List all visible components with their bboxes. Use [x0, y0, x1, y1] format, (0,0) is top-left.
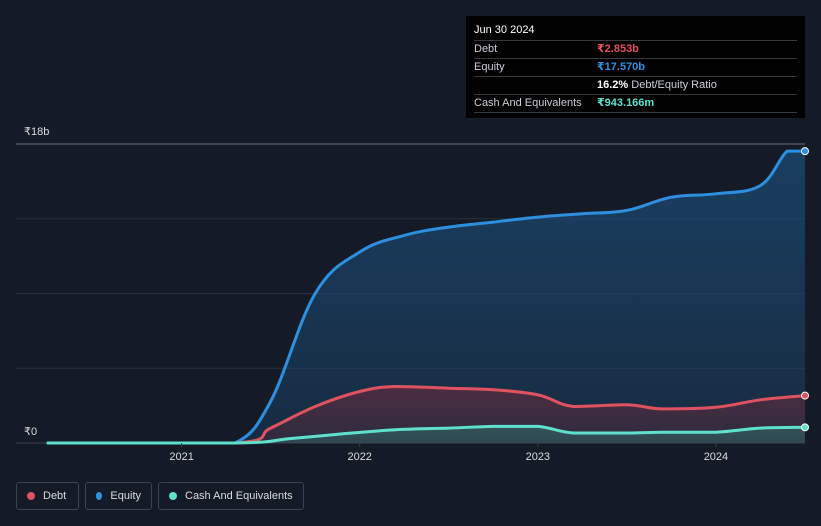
x-tick-label: 2021	[169, 451, 193, 463]
cash-and-equivalents-area	[48, 426, 805, 443]
debt-area	[48, 386, 805, 443]
chart-tooltip: Jun 30 2024 Debt ₹2.853b Equity ₹17.570b…	[466, 16, 805, 118]
equity-endpoint[interactable]	[801, 147, 809, 156]
tooltip-ratio-row: 16.2% Debt/Equity Ratio	[474, 77, 797, 95]
legend-equity-label: Equity	[110, 490, 141, 502]
tooltip-cash-value: ₹943.166m	[597, 97, 655, 109]
cash-and-equivalents-endpoint[interactable]	[801, 423, 809, 432]
tooltip-debt-label: Debt	[474, 43, 498, 55]
equity-line	[46, 149, 807, 445]
cash-dot-icon	[169, 492, 177, 500]
y-axis-bottom-label: ₹0	[24, 426, 37, 438]
legend-debt-label: Debt	[43, 490, 67, 502]
tooltip-debt-row: Debt ₹2.853b	[474, 41, 797, 59]
debt-endpoint[interactable]	[801, 391, 809, 400]
tooltip-ratio-label: Debt/Equity Ratio	[631, 79, 717, 91]
tooltip-date: Jun 30 2024	[474, 23, 797, 41]
x-tick-label: 2023	[526, 451, 550, 463]
legend-cash-label: Cash And Equivalents	[185, 490, 293, 502]
tooltip-equity-row: Equity ₹17.570b	[474, 59, 797, 77]
legend-equity-button[interactable]: Equity	[85, 482, 152, 510]
y-axis-top-label: ₹18b	[24, 126, 49, 138]
cash-and-equivalents-line	[46, 424, 807, 445]
equity-area	[48, 151, 805, 443]
tooltip-equity-label: Equity	[474, 61, 505, 73]
tooltip-cash-label: Cash And Equivalents	[474, 97, 582, 109]
tooltip-debt-value: ₹2.853b	[597, 43, 639, 55]
tooltip-equity-value: ₹17.570b	[597, 61, 646, 73]
x-tick-label: 2022	[347, 451, 371, 463]
debt-line	[46, 385, 807, 445]
debt-dot-icon	[27, 492, 35, 500]
x-tick-label: 2024	[704, 451, 728, 463]
equity-dot-icon	[96, 492, 103, 500]
tooltip-cash-row: Cash And Equivalents ₹943.166m	[474, 95, 797, 113]
legend-cash-button[interactable]: Cash And Equivalents	[158, 482, 304, 510]
tooltip-ratio-value: 16.2% Debt/Equity Ratio	[597, 79, 717, 91]
legend-debt-button[interactable]: Debt	[16, 482, 79, 510]
